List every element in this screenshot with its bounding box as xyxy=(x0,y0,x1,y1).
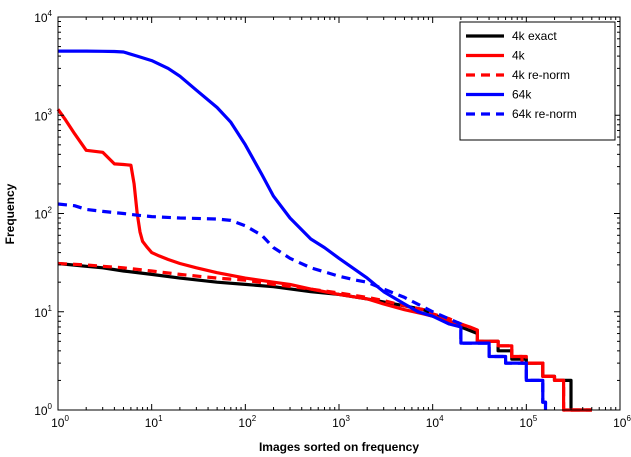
x-tick-label: 100 xyxy=(51,414,69,430)
legend-entry: 64k xyxy=(466,88,532,102)
series-line-5 xyxy=(57,202,548,410)
series-line-1 xyxy=(57,261,592,412)
x-tick-label: 106 xyxy=(613,414,631,430)
legend-entry: 64k re-norm xyxy=(466,107,577,121)
legend-box xyxy=(459,21,616,141)
y-axis-label: Frequency xyxy=(3,183,17,244)
x-tick-label: 103 xyxy=(332,414,350,430)
legend: 4k exact 4k 4k re-norm 64k 64k re-norm xyxy=(459,21,616,141)
legend-label: 4k exact xyxy=(512,29,557,43)
series-lines xyxy=(56,49,592,412)
x-tick-label: 105 xyxy=(519,414,537,430)
x-tick-label: 104 xyxy=(426,414,444,430)
legend-entry: 4k exact xyxy=(466,29,557,43)
y-tick-label: 100 xyxy=(34,402,52,418)
axis-ticks xyxy=(57,16,621,411)
legend-entries: 4k exact 4k 4k re-norm 64k 64k re-norm xyxy=(466,29,577,121)
x-tick-label: 102 xyxy=(238,414,256,430)
legend-label: 64k xyxy=(512,88,532,102)
legend-entry: 4k xyxy=(466,49,526,63)
legend-label: 64k re-norm xyxy=(512,107,577,121)
series-line-3 xyxy=(57,261,592,412)
y-tick-label: 104 xyxy=(34,9,52,25)
series-line-2 xyxy=(56,108,592,412)
legend-label: 4k re-norm xyxy=(512,68,570,82)
x-axis-label: Images sorted on frequency xyxy=(259,440,419,454)
y-tick-label: 102 xyxy=(34,206,52,222)
y-tick-label: 103 xyxy=(34,107,52,123)
x-tick-label: 101 xyxy=(145,414,163,430)
legend-entry: 4k re-norm xyxy=(466,68,570,82)
axis-tick-labels: 100 101 102 103 104 105 106 100 101 102 103 104 xyxy=(34,9,631,430)
legend-label: 4k xyxy=(512,49,526,63)
y-tick-label: 101 xyxy=(34,304,52,320)
